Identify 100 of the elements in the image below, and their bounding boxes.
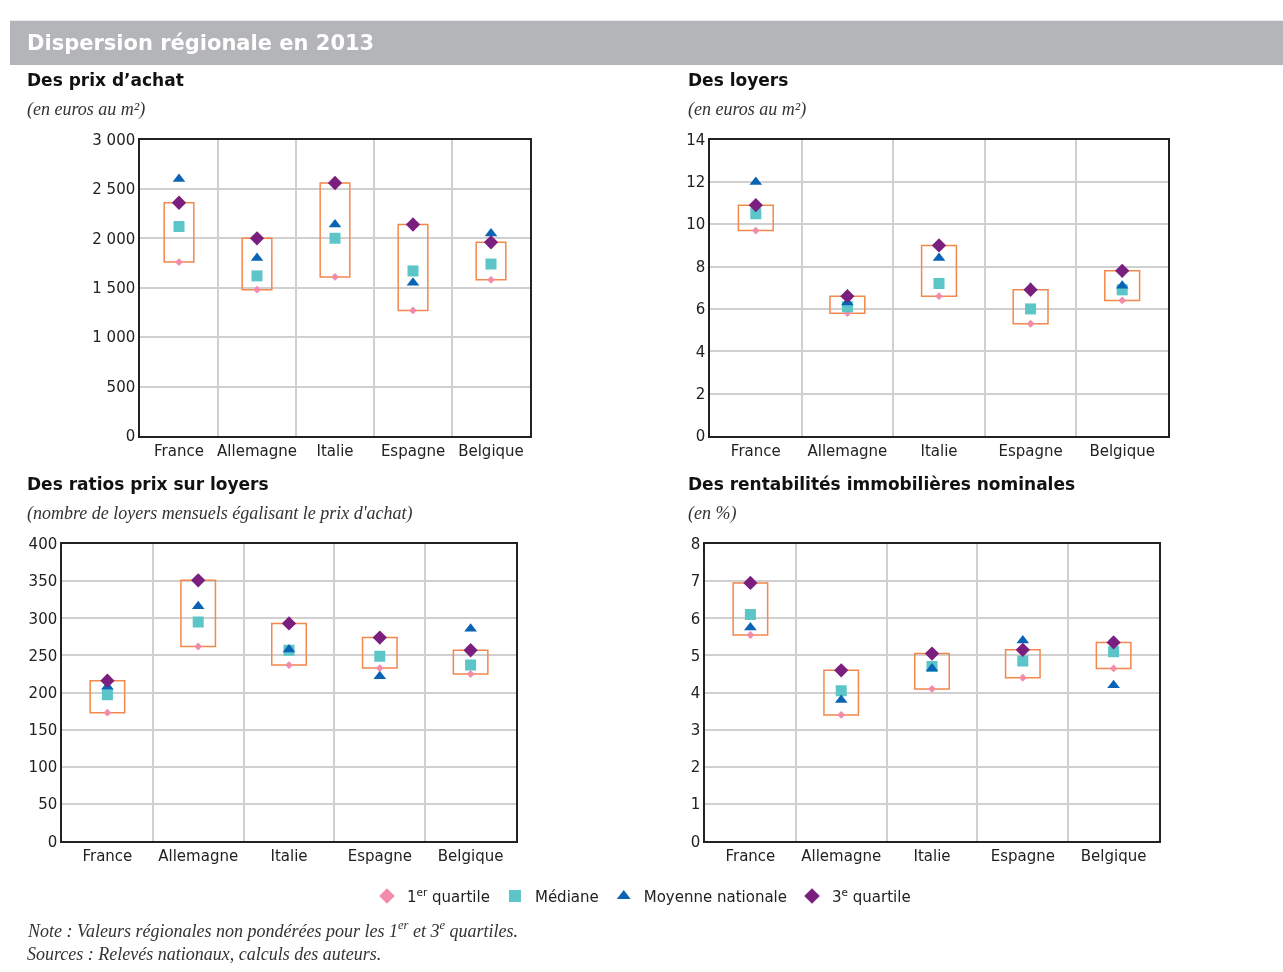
point [191, 600, 205, 610]
point [1023, 282, 1038, 298]
bar [397, 223, 429, 312]
point [931, 238, 947, 253]
x-tick-label: Allemagne [158, 847, 239, 866]
point [484, 227, 498, 237]
y-tick-label: 1 [690, 795, 701, 814]
point [405, 217, 421, 232]
y-tick-label: 4 [690, 683, 701, 702]
point [375, 664, 384, 672]
legend-label: 1$^{er}$ quartile [407, 885, 490, 906]
point [103, 708, 112, 717]
x-tick-label: Espagne [380, 441, 446, 460]
point [331, 272, 339, 281]
y-tick-label: 4 [695, 342, 706, 361]
bar [823, 669, 860, 716]
y-axis-title: (en euros au m²) [688, 99, 807, 120]
x-tick-label: Belgique [437, 847, 504, 866]
point [372, 630, 387, 645]
x-tick-label: Italie [316, 441, 354, 460]
y-tick-label: 6 [690, 609, 701, 628]
point [192, 616, 204, 628]
point [928, 684, 936, 693]
x-tick-label: France [725, 847, 776, 866]
y-tick-label: 14 [686, 130, 706, 149]
point [1106, 635, 1121, 650]
x-tick-label: Belgique [458, 441, 524, 460]
bar [241, 237, 273, 291]
point [249, 231, 265, 246]
point [837, 711, 846, 719]
bar [920, 244, 958, 297]
point [935, 292, 943, 301]
point [327, 175, 343, 191]
point [251, 270, 263, 282]
point [744, 609, 756, 621]
y-tick-label: 3 000 [92, 130, 136, 149]
bar [475, 241, 507, 281]
bar [452, 649, 489, 675]
y-tick-label: 350 [28, 572, 58, 591]
y-tick-label: 12 [686, 173, 706, 192]
chart-title: Des ratios prix sur loyers [27, 474, 269, 494]
y-tick-label: 5 [690, 646, 701, 665]
y-tick-label: 3 [690, 721, 701, 740]
x-tick-label: Espagne [990, 847, 1055, 866]
point [933, 278, 945, 290]
text: Dispersion régionale en 2013 [27, 31, 375, 55]
point [743, 575, 758, 591]
text: Note : Valeurs régionales non pondérées pour les 1$^{er}$ et 3$^{e}$ quartiles. [27, 918, 519, 941]
point [281, 616, 297, 631]
bar [1004, 649, 1041, 679]
point [1118, 296, 1127, 305]
chart-title: Des loyers [688, 70, 789, 90]
x-tick-label: Allemagne [801, 847, 882, 866]
bar [829, 295, 866, 314]
y-tick-label: 8 [695, 257, 706, 276]
bar [1104, 270, 1141, 302]
point [100, 673, 115, 688]
x-tick-label: Allemagne [217, 441, 297, 460]
x-tick-label: France [730, 441, 781, 460]
y-axis-title: (nombre de loyers mensuels égalisant le prix d'achat) [27, 503, 413, 524]
y-tick-label: 500 [106, 377, 136, 396]
y-tick-label: 2 [690, 758, 701, 777]
y-tick-label: 0 [690, 832, 701, 851]
bar [732, 582, 769, 636]
y-tick-label: 1 000 [92, 328, 136, 347]
point [253, 285, 261, 294]
y-tick-label: 10 [686, 215, 706, 234]
point [748, 198, 763, 213]
y-tick-label: 0 [125, 427, 136, 446]
x-tick-label: Belgique [1080, 847, 1147, 866]
y-tick-label: 2 [695, 384, 706, 403]
point [407, 265, 419, 277]
y-tick-label: 7 [690, 572, 701, 591]
point [409, 306, 417, 315]
y-tick-label: 1 500 [92, 278, 136, 297]
x-tick-label: Italie [920, 441, 958, 460]
y-tick-label: 150 [28, 721, 58, 740]
y-tick-label: 300 [28, 609, 58, 628]
point [834, 663, 849, 678]
point [1015, 642, 1030, 657]
y-tick-label: 400 [28, 535, 58, 554]
bar [737, 204, 774, 232]
bar [180, 579, 217, 648]
y-tick-label: 0 [47, 832, 58, 851]
point [194, 642, 203, 651]
point [483, 235, 499, 250]
x-tick-label: Italie [270, 847, 308, 866]
bar [914, 652, 950, 690]
x-tick-label: France [154, 441, 204, 460]
y-tick-label: 2 000 [92, 229, 136, 248]
y-axis-title: (en %) [688, 503, 737, 524]
legend-label: Moyenne nationale [643, 887, 787, 906]
point [466, 670, 475, 678]
bar [89, 679, 126, 714]
point [1018, 673, 1027, 682]
point [329, 232, 341, 244]
x-tick-label: Espagne [998, 441, 1063, 460]
legend-label: 3$^{e}$ quartile [832, 885, 911, 906]
point [746, 631, 755, 639]
chart-title: Des prix d’achat [27, 70, 184, 90]
